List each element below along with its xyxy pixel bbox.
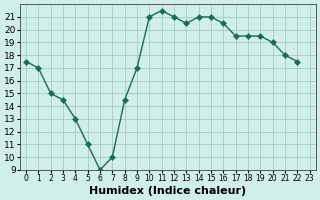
X-axis label: Humidex (Indice chaleur): Humidex (Indice chaleur): [89, 186, 246, 196]
